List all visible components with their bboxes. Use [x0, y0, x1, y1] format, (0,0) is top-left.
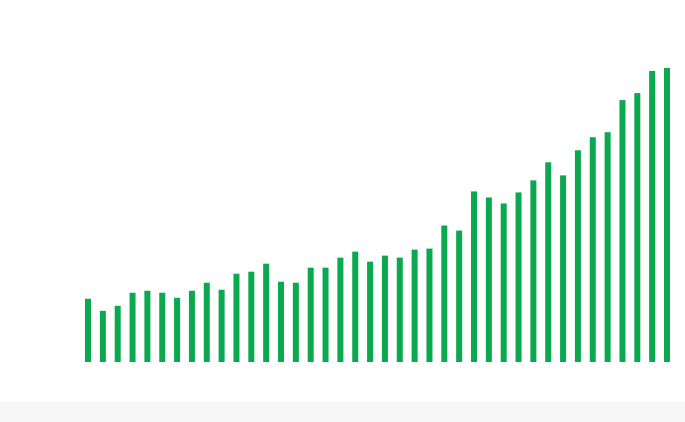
bar-10 — [218, 289, 225, 362]
bar-6 — [159, 292, 166, 362]
bar-11 — [233, 273, 240, 362]
bar-28 — [485, 197, 492, 362]
bar-12 — [248, 271, 255, 362]
bar-36 — [604, 132, 611, 362]
bar-33 — [560, 175, 567, 362]
bar-32 — [545, 162, 552, 362]
bottom-band — [0, 402, 685, 422]
bar-4 — [129, 292, 136, 362]
bar-7 — [174, 297, 181, 362]
bar-37 — [619, 100, 626, 363]
bar-35 — [589, 137, 596, 362]
bar-30 — [515, 192, 522, 362]
bar-14 — [278, 281, 284, 362]
bar-26 — [456, 230, 463, 362]
bar-27 — [471, 191, 477, 362]
bar-34 — [574, 150, 581, 362]
bar-25 — [441, 225, 448, 362]
bar-8 — [188, 290, 195, 362]
bar-29 — [500, 203, 507, 362]
bar-39 — [649, 71, 656, 362]
bar-24 — [426, 248, 433, 362]
bar-22 — [396, 257, 403, 362]
bar-17 — [322, 267, 329, 362]
bar-2 — [99, 310, 106, 362]
bar-18 — [337, 257, 344, 362]
bar-3 — [114, 305, 121, 362]
bar-1 — [85, 298, 91, 362]
bar-13 — [263, 263, 270, 362]
bar-31 — [530, 180, 537, 362]
bar-15 — [292, 282, 299, 362]
bar-20 — [367, 261, 374, 362]
bar-23 — [411, 249, 418, 362]
bar-9 — [203, 282, 210, 362]
bar-5 — [144, 290, 151, 362]
bars-group — [85, 68, 670, 363]
bar-38 — [634, 93, 641, 362]
bar-21 — [381, 255, 388, 362]
bar-16 — [307, 267, 314, 362]
bar-40 — [664, 68, 670, 362]
bar-19 — [352, 251, 359, 362]
